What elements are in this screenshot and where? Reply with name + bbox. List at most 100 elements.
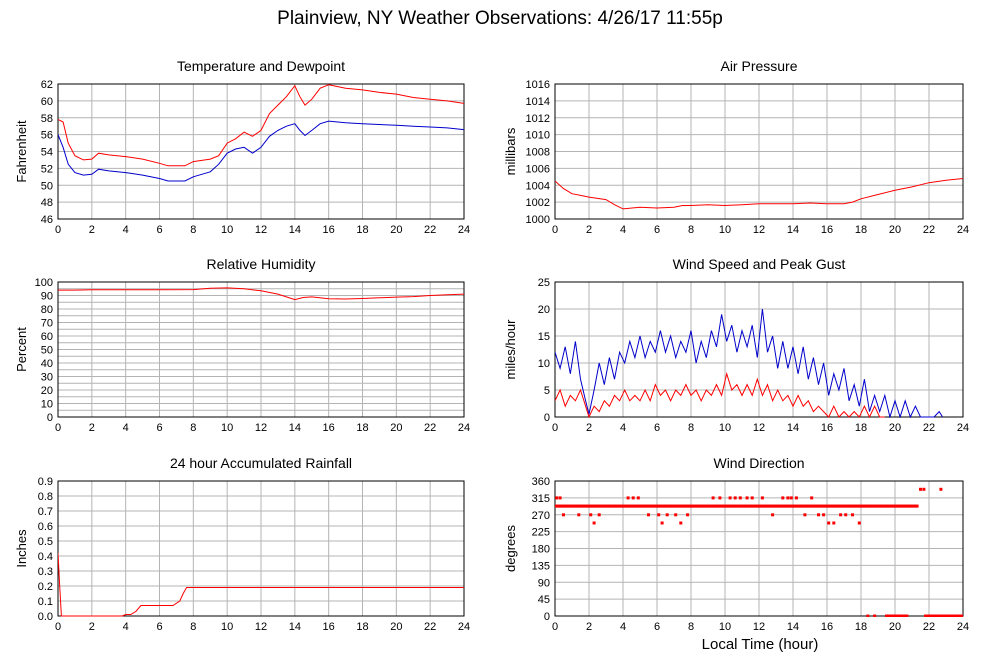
y-tick-label: 180: [532, 544, 550, 556]
scatter-point: [643, 504, 647, 508]
scatter-point: [745, 496, 749, 500]
scatter-point: [817, 513, 820, 517]
y-tick-label: 0.3: [38, 566, 53, 578]
scatter-point: [794, 504, 798, 508]
scatter-point: [781, 504, 785, 508]
scatter-point: [811, 504, 815, 508]
scatter-point: [898, 504, 902, 508]
plot-frame: [554, 480, 964, 617]
x-tick-label: 16: [821, 621, 833, 633]
scatter-point: [927, 614, 931, 617]
scatter-point: [827, 521, 831, 525]
scatter-point: [854, 504, 858, 508]
scatter-point: [665, 504, 669, 508]
y-axis-label: Percent: [14, 327, 29, 372]
scatter-point: [670, 504, 674, 508]
scatter-point: [786, 496, 790, 500]
x-tick-label: 6: [156, 224, 162, 236]
y-tick-label: 0: [544, 611, 550, 623]
scatter-point: [604, 504, 608, 508]
scatter-point: [777, 504, 781, 508]
scatter-point: [562, 504, 565, 508]
x-tick-label: 14: [289, 224, 301, 236]
scatter-point: [953, 614, 956, 617]
scatter-point: [708, 504, 712, 508]
scatter-point: [767, 504, 771, 508]
x-tick-label: 6: [654, 621, 660, 633]
x-tick-label: 20: [390, 621, 402, 633]
scatter-point: [805, 504, 809, 508]
scatter-point: [607, 504, 611, 508]
x-tick-label: 8: [190, 422, 196, 434]
x-tick-label: 24: [957, 422, 969, 434]
scatter-point: [874, 504, 878, 508]
x-tick-label: 22: [424, 621, 436, 633]
plot-frame: [554, 281, 964, 418]
scatter-point: [902, 504, 905, 508]
scatter-point: [905, 504, 909, 508]
scatter-point: [946, 614, 950, 617]
scatter-point: [961, 614, 963, 617]
scatter-point: [613, 504, 616, 508]
scatter-point: [653, 504, 657, 508]
scatter-point: [947, 614, 951, 617]
scatter-point: [939, 614, 943, 617]
scatter-point: [851, 513, 854, 517]
scatter-point: [674, 504, 678, 508]
chart-title: Temperature and Dewpoint: [177, 58, 345, 74]
scatter-point: [800, 504, 803, 508]
scatter-point: [641, 504, 645, 508]
chart-2: 0 2 4 6 8 10 12 14 16 18 20 22 241000100210041006100…: [503, 58, 969, 236]
scatter-point: [888, 504, 892, 508]
scatter-point: [657, 513, 661, 517]
scatter-point: [913, 504, 917, 508]
x-tick-label: 10: [719, 422, 731, 434]
scatter-point: [602, 504, 606, 508]
y-tick-label: 1004: [526, 180, 550, 192]
scatter-point: [631, 496, 635, 500]
scatter-point: [738, 504, 742, 508]
scatter-point: [803, 504, 807, 508]
scatter-point: [828, 504, 832, 508]
scatter-point: [808, 504, 812, 508]
x-tick-label: 16: [323, 422, 335, 434]
scatter-point: [789, 504, 793, 508]
x-tick-label: 16: [821, 422, 833, 434]
y-tick-label: 5: [544, 385, 550, 397]
plot-frame: [57, 83, 465, 220]
scatter-point: [762, 504, 766, 508]
x-tick-label: 16: [821, 224, 833, 236]
x-tick-label: 24: [458, 422, 470, 434]
scatter-point: [958, 614, 962, 617]
scatter-point: [596, 504, 599, 508]
x-tick-label: 10: [221, 621, 233, 633]
x-tick-label: 14: [787, 422, 799, 434]
x-tick-label: 22: [424, 422, 436, 434]
scatter-point: [733, 504, 737, 508]
plot-frame: [57, 480, 465, 617]
scatter-point: [589, 513, 593, 517]
scatter-point: [660, 521, 664, 525]
scatter-point: [640, 504, 644, 508]
scatter-point: [667, 504, 671, 508]
y-tick-label: 100: [35, 277, 53, 289]
scatter-point: [803, 513, 807, 517]
x-tick-label: 4: [123, 422, 129, 434]
x-tick-label: 10: [719, 224, 731, 236]
y-tick-label: 62: [41, 79, 53, 91]
x-tick-label: 18: [855, 224, 867, 236]
x-tick-label: 14: [787, 224, 799, 236]
scatter-point: [847, 504, 851, 508]
x-tick-label: 20: [889, 422, 901, 434]
scatter-point: [635, 504, 639, 508]
scatter-point: [801, 504, 805, 508]
scatter-point: [861, 504, 865, 508]
y-tick-label: 315: [532, 493, 550, 505]
scatter-point: [820, 504, 824, 508]
scatter-point: [728, 496, 732, 500]
scatter-point: [896, 504, 900, 508]
chart-title: 24 hour Accumulated Rainfall: [170, 455, 352, 471]
scatter-point: [810, 504, 814, 508]
x-tick-label: 0: [55, 621, 61, 633]
